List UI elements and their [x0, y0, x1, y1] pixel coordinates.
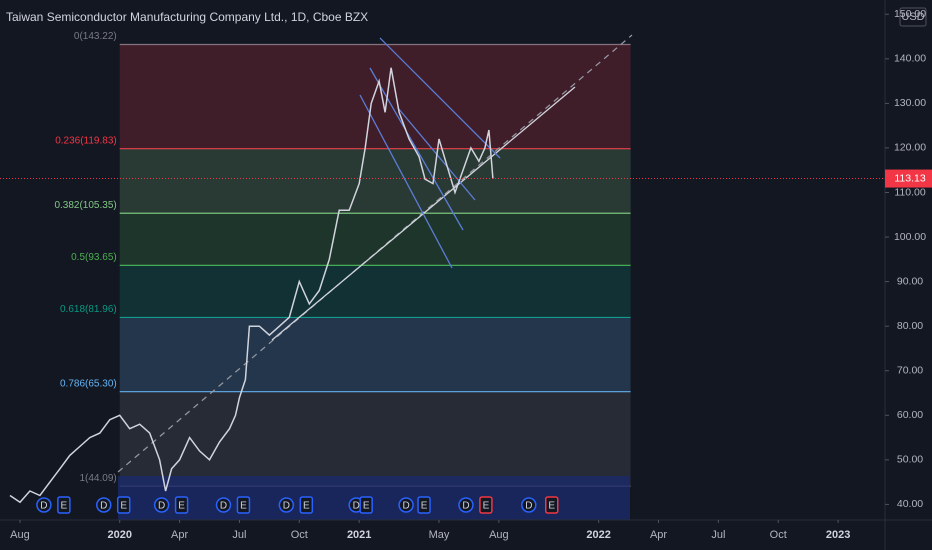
- x-tick-label: 2022: [586, 529, 610, 541]
- event-label: D: [40, 501, 47, 512]
- y-tick-label: 80.00: [897, 320, 923, 332]
- dividend-marker: [278, 497, 295, 513]
- fib-label: 0(143.22): [74, 31, 117, 42]
- event-label: D: [158, 501, 165, 512]
- event-label: E: [61, 501, 68, 512]
- fib-zone: [119, 213, 631, 266]
- y-tick-label: 110.00: [894, 186, 925, 198]
- earnings-marker: [236, 496, 251, 514]
- fib-label: 0.618(81.96): [60, 304, 117, 315]
- fib-label: 0.236(119.83): [55, 135, 117, 146]
- event-label: E: [303, 501, 310, 512]
- earnings-marker: [545, 496, 559, 514]
- currency: USD: [901, 11, 924, 23]
- earnings-marker: [174, 496, 189, 514]
- trend-lines: [117, 34, 633, 473]
- x-tick-label: 2023: [826, 529, 850, 541]
- fib-zones: 0(143.22) 0.236(119.83) 0.382(105.35) 0.5(9…: [54, 31, 631, 487]
- dividend-marker: [521, 497, 537, 513]
- earnings-marker: [116, 496, 131, 514]
- y-tick-label: 60.00: [897, 409, 923, 421]
- y-tick-label: 100.00: [894, 231, 926, 243]
- earnings-marker: [417, 496, 431, 514]
- event-label: E: [483, 501, 490, 512]
- fib-label: 0.5(93.65): [71, 252, 117, 263]
- earnings-marker: [359, 496, 373, 514]
- x-tick-label: 2021: [347, 529, 371, 541]
- x-tick-label: Apr: [650, 529, 667, 541]
- event-label: E: [240, 501, 247, 512]
- y-tick-label: 50.00: [897, 454, 923, 466]
- x-tick-label: Jul: [232, 529, 246, 541]
- fib-label: 0.786(65.30): [60, 378, 117, 389]
- dividend-marker: [36, 497, 52, 513]
- price-line: [9, 67, 494, 504]
- y-tick-label: 70.00: [897, 365, 923, 377]
- y-tick-label: 40.00: [897, 498, 923, 510]
- earnings-marker: [57, 496, 71, 514]
- y-tick-label: 120.00: [894, 142, 926, 154]
- dividend-marker: [153, 497, 170, 513]
- fib-zone: [119, 44, 631, 149]
- event-label: D: [525, 501, 532, 512]
- earnings-marker: [299, 496, 314, 514]
- currency-box: [899, 7, 927, 27]
- fib-zone: [119, 317, 631, 392]
- trend-line-dashed: [117, 34, 633, 473]
- y-tick-label: 130.00: [894, 97, 926, 109]
- fib-label: 1(44.09): [79, 473, 116, 484]
- x-tick-label: Aug: [489, 529, 509, 541]
- x-tick-label: Oct: [291, 529, 308, 541]
- fib-zone: [119, 265, 631, 318]
- event-label: D: [220, 501, 227, 512]
- price-axis: [885, 0, 932, 520]
- fib-label: 0.382(105.35): [54, 200, 116, 211]
- dividend-marker: [215, 497, 232, 513]
- x-tick-label: Oct: [770, 529, 787, 541]
- y-tick-label: 140.00: [894, 53, 926, 65]
- channel-line: [369, 67, 464, 231]
- event-label: E: [178, 501, 185, 512]
- x-tick-label: 2020: [107, 529, 131, 541]
- event-label: D: [283, 501, 290, 512]
- chart-title: Taiwan Semiconductor Manufacturing Compa…: [6, 10, 368, 24]
- channel-line: [359, 94, 453, 269]
- event-label: E: [363, 501, 370, 512]
- fib-zone: [119, 391, 631, 487]
- event-band: [118, 476, 630, 520]
- axes: 40.00 50.00 60.00 70.00 80.00 90.00 100.00 110.…: [10, 8, 932, 541]
- dividend-marker: [96, 497, 112, 513]
- channel-line: [379, 37, 501, 159]
- x-tick-label: May: [429, 529, 450, 541]
- current-price-box: [885, 169, 932, 188]
- event-label: E: [548, 501, 555, 512]
- x-tick-label: Apr: [171, 529, 188, 541]
- fib-zone: [119, 148, 631, 214]
- y-tick-label: 90.00: [897, 275, 923, 287]
- event-label: D: [100, 501, 107, 512]
- dividend-marker: [398, 497, 414, 513]
- dividend-marker: [458, 497, 474, 513]
- event-label: D: [462, 501, 469, 512]
- y-tick-label: 150.00: [894, 8, 926, 20]
- event-label: D: [402, 501, 409, 512]
- event-label: E: [421, 501, 428, 512]
- x-tick-label: Jul: [711, 529, 725, 541]
- event-label: D: [353, 501, 360, 512]
- earnings-marker: [479, 496, 493, 514]
- event-label: E: [120, 501, 127, 512]
- current-price-label: 113.13: [894, 172, 925, 184]
- x-tick-label: Aug: [10, 529, 30, 541]
